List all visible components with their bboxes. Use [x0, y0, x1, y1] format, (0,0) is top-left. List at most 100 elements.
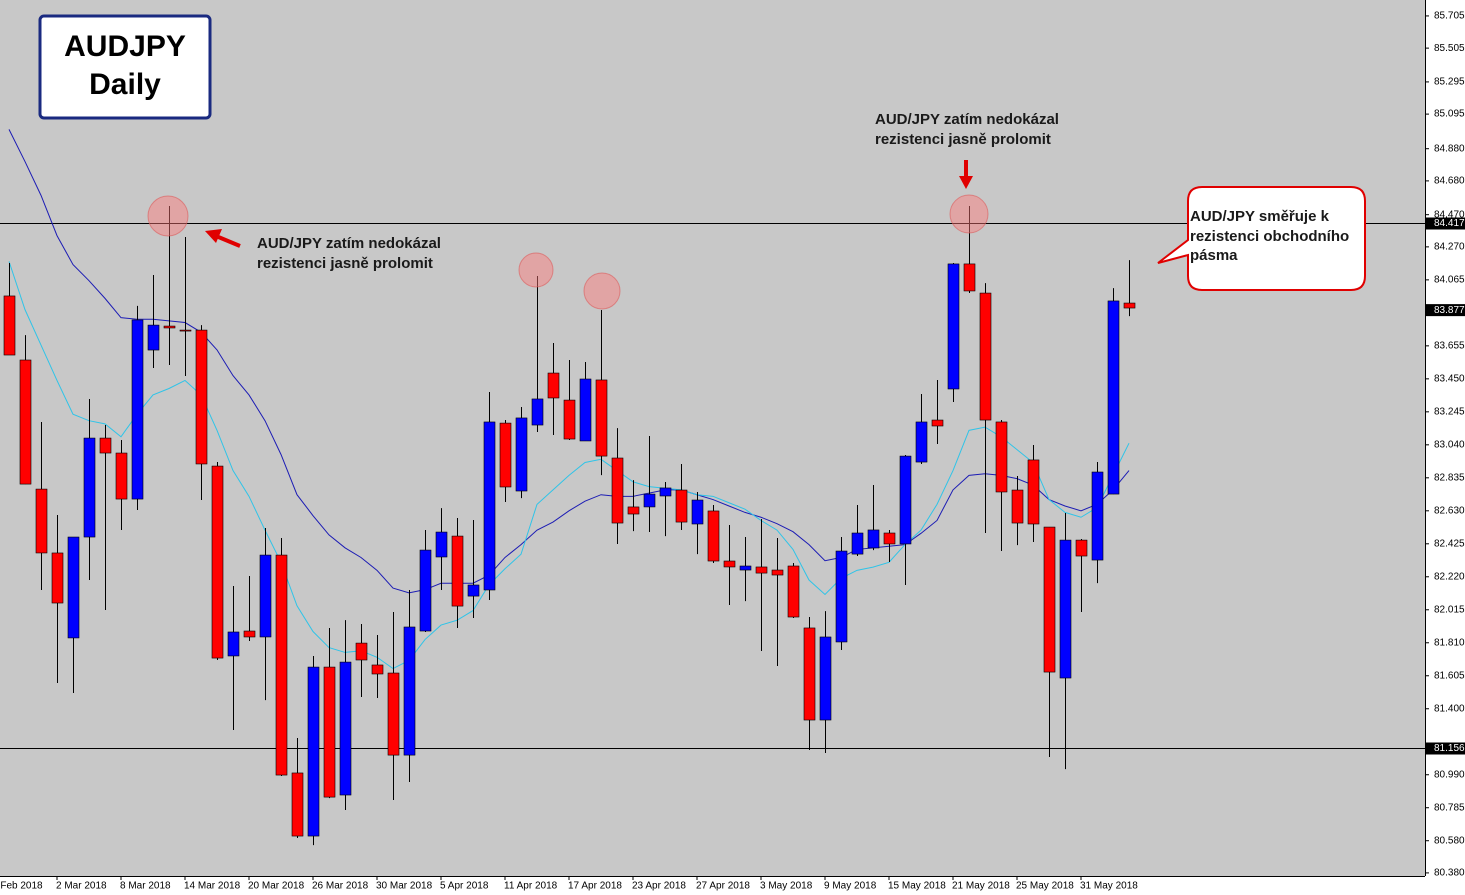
y-tick-label: 82.425	[1434, 538, 1465, 549]
candle-body	[467, 584, 480, 597]
candle-body	[963, 263, 976, 292]
callout-box	[1157, 186, 1366, 291]
highlight-circle	[518, 252, 554, 288]
candle-body	[419, 549, 432, 632]
candle-body	[1091, 471, 1104, 561]
y-tick-label: 83.450	[1434, 373, 1465, 384]
candle-body	[659, 487, 672, 497]
candle-body	[1123, 302, 1136, 309]
candle-body	[867, 529, 880, 549]
candles	[3, 205, 1136, 846]
candle-body	[99, 437, 112, 454]
candle-body	[51, 552, 64, 604]
x-tick-label: 3 May 2018	[760, 881, 813, 892]
candle-body	[915, 421, 928, 463]
candle-body	[259, 554, 272, 638]
candle-body	[643, 493, 656, 508]
x-tick-label: 30 Mar 2018	[376, 881, 433, 892]
y-tick-label: 85.095	[1434, 109, 1465, 120]
plot-background	[0, 0, 1425, 876]
candle-body	[195, 329, 208, 465]
y-tick-label: 81.605	[1434, 670, 1465, 681]
chart-subtitle: Daily	[89, 68, 161, 101]
candle-body	[1027, 459, 1040, 525]
title-box	[38, 14, 212, 120]
x-tick-label: 9 May 2018	[824, 881, 877, 892]
candle-body	[611, 457, 624, 524]
candle-body	[339, 661, 352, 796]
x-tick-label: 26 Mar 2018	[312, 881, 369, 892]
candle-body	[1075, 539, 1088, 557]
candle-body	[275, 554, 288, 776]
candle-body	[243, 630, 256, 638]
arrow-head	[205, 229, 222, 243]
axis-background	[0, 876, 1465, 895]
candle-body	[835, 550, 848, 643]
candle-body	[483, 421, 496, 591]
candle-body	[675, 489, 688, 523]
last-price-label: 83.877	[1434, 305, 1465, 316]
candle-body	[803, 627, 816, 721]
x-tick-label: 23 Apr 2018	[632, 881, 686, 892]
annotation: AUD/JPY směřuje k	[1190, 208, 1330, 225]
candle-body	[755, 566, 768, 574]
moving-average-line	[8, 261, 1130, 670]
y-tick-label: 84.470	[1434, 209, 1465, 220]
candle-body	[563, 399, 576, 440]
annotation: rezistenci jasně prolomit	[875, 131, 1051, 148]
x-tick-label: 11 Apr 2018	[504, 881, 558, 892]
candle-body	[211, 465, 224, 659]
price-label: 84.417	[1434, 218, 1465, 229]
price-label-box	[1426, 217, 1465, 230]
candle-body	[515, 417, 528, 492]
x-tick-label: 17 Apr 2018	[568, 881, 622, 892]
candle-body	[307, 666, 320, 837]
price-label-box	[1426, 742, 1465, 755]
highlight-circles	[147, 194, 989, 310]
x-tick-label: 15 May 2018	[888, 881, 946, 892]
y-tick-label: 82.015	[1434, 604, 1465, 615]
candle-body	[883, 532, 896, 545]
candle-body	[739, 565, 752, 571]
candle-body	[787, 565, 800, 618]
candle-body	[147, 324, 160, 351]
candle-body	[595, 379, 608, 457]
candle-body	[547, 372, 560, 399]
candle-body	[403, 626, 416, 756]
arrow-shaft	[215, 234, 241, 248]
candle-body	[627, 506, 640, 515]
candle-body	[979, 292, 992, 421]
x-tick-label: 5 Apr 2018	[440, 881, 489, 892]
candle-body	[771, 569, 784, 576]
y-tick-label: 85.295	[1434, 77, 1465, 88]
highlight-circle	[949, 194, 989, 234]
candle-body	[499, 422, 512, 488]
x-tick-label: 27 Apr 2018	[696, 881, 750, 892]
annotation: AUD/JPY zatím nedokázal	[875, 111, 1059, 128]
x-tick-label: 2 Mar 2018	[56, 881, 107, 892]
y-tick-label: 82.630	[1434, 505, 1465, 516]
highlight-circle	[147, 195, 189, 237]
arrow-head	[959, 176, 973, 189]
y-tick-label: 85.705	[1434, 11, 1465, 22]
candle-body	[67, 536, 80, 639]
annotation: AUD/JPY zatím nedokázal	[257, 235, 441, 252]
x-tick-label: 20 Mar 2018	[248, 881, 305, 892]
candle-body	[387, 672, 400, 756]
y-tick-label: 84.270	[1434, 242, 1465, 253]
y-tick-label: 85.505	[1434, 43, 1465, 54]
annotation: rezistenci obchodního	[1190, 228, 1349, 245]
y-tick-label: 83.245	[1434, 406, 1465, 417]
callout	[1157, 186, 1366, 291]
candle-body	[1107, 300, 1120, 495]
candle-body	[115, 452, 128, 500]
candle-body	[3, 295, 16, 356]
candle-body	[83, 437, 96, 538]
candle-body	[707, 510, 720, 562]
candle-body	[947, 263, 960, 390]
candle-body	[435, 531, 448, 558]
candle-body	[131, 319, 144, 500]
y-tick-label: 82.220	[1434, 571, 1465, 582]
